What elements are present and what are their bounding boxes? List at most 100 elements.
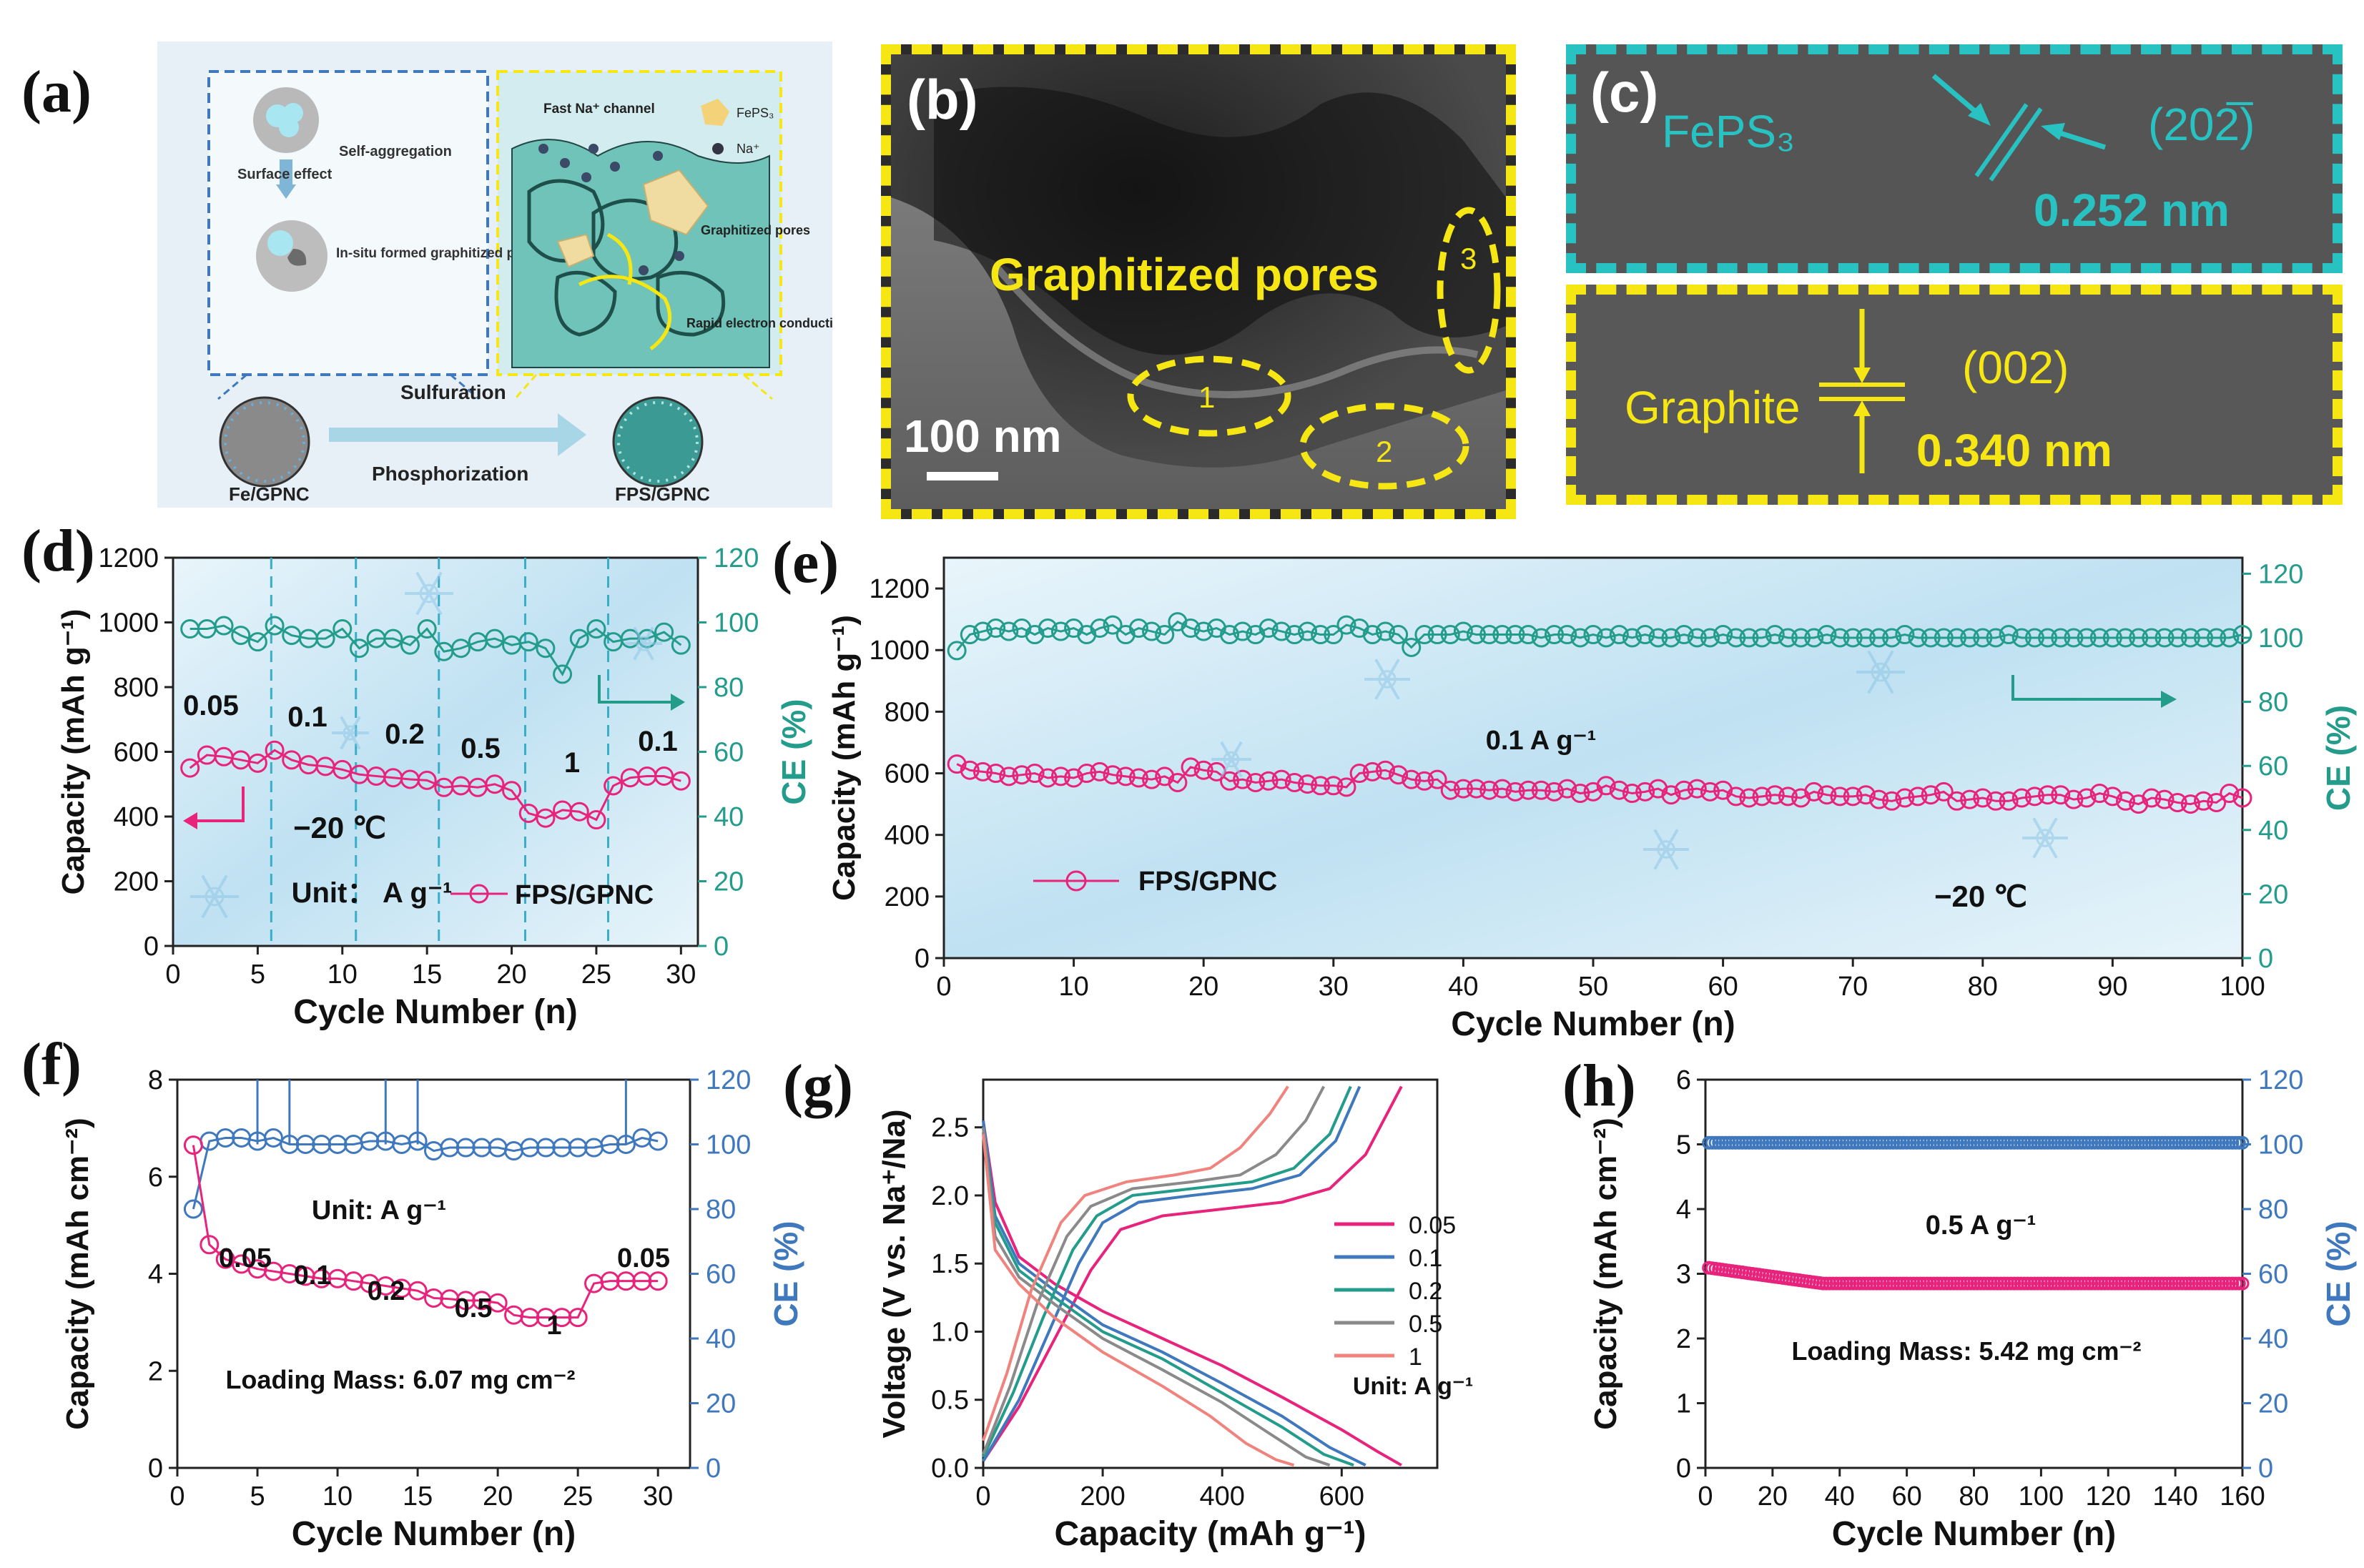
capacity-point (1311, 776, 1331, 796)
panel-label-f: (f) (21, 1031, 82, 1098)
charge-curve (982, 1085, 1403, 1462)
ce-point (568, 1138, 588, 1158)
capacity-point (1869, 789, 1889, 809)
capacity-point (1038, 768, 1058, 788)
capacity-point (2064, 789, 2084, 809)
left-axis-arrow-icon (187, 787, 245, 822)
tem-image-panel: (b) Graphitized pores 1 2 3 100 nm (881, 44, 1516, 519)
ce-point (315, 628, 335, 649)
charge-curve (982, 1085, 1326, 1455)
rate-label: 0.1 (287, 701, 327, 733)
right-axis-arrow-icon (2011, 675, 2167, 701)
ce-point (1492, 625, 1512, 645)
ce-point (2024, 628, 2044, 648)
capacity-point (648, 1271, 668, 1291)
ce-point (1284, 625, 1304, 645)
capacity-point (2051, 785, 2071, 805)
capacity-point (1389, 765, 1409, 785)
y-tick-label: 4 (1676, 1195, 1691, 1225)
ce-point (1882, 628, 1902, 648)
ce-point (1479, 625, 1499, 645)
schematic-drawing: Surface effect Self-aggregation In-situ … (207, 70, 849, 505)
ce-point (1531, 628, 1551, 648)
capacity-point (1090, 761, 1110, 781)
y-tick-label: 0.0 (931, 1454, 969, 1484)
capacity-point (1674, 780, 1694, 800)
y2-tick-label: 120 (2258, 559, 2303, 589)
ce-point (1869, 628, 1889, 648)
capacity-point (200, 1235, 220, 1255)
capacity-point (536, 808, 556, 828)
y-tick-label: 200 (114, 867, 159, 897)
fast-channel-label: Fast Na⁺ channel (543, 102, 655, 117)
capacity-point (417, 770, 437, 790)
ce-point (455, 1138, 476, 1158)
y2-tick-label: 20 (714, 867, 744, 897)
capacity-point (1284, 772, 1304, 792)
capacity-point (960, 760, 980, 780)
capacity-point (502, 781, 522, 801)
ce-point (1609, 625, 1629, 645)
capacity-point (1168, 772, 1188, 792)
ce-point (1739, 628, 1759, 648)
x-tick-label: 15 (412, 960, 442, 990)
scale-bar (927, 472, 998, 480)
ce-point (214, 616, 234, 636)
ce-point (2038, 628, 2058, 648)
chart-g-ylabel: Voltage (V vs. Na⁺/Na) (877, 1109, 912, 1438)
ce-point (1908, 628, 1928, 648)
ce-line (189, 624, 682, 676)
capacity-line (956, 763, 2243, 806)
ce-point (520, 1138, 540, 1158)
x-tick-label: 5 (250, 1481, 265, 1512)
capacity-point (654, 766, 674, 786)
legend-label: FPS/GPNC (1138, 867, 1277, 897)
x-tick-label: 20 (1188, 972, 1218, 1002)
ce-point (552, 1138, 572, 1158)
x-tick-label: 30 (1319, 972, 1349, 1002)
y-tick-label: 8 (148, 1065, 163, 1095)
fepss-crystal-icon (642, 169, 709, 236)
capacity-point (518, 803, 538, 823)
capacity-point (408, 1281, 428, 1301)
y-tick-label: 0.5 (931, 1386, 969, 1416)
capacity-point (1220, 771, 1240, 791)
discharge-curve (982, 1120, 1366, 1466)
y2-tick-label: 20 (2258, 1389, 2288, 1419)
x-tick-label: 400 (1200, 1481, 1245, 1512)
capacity-point (616, 1271, 636, 1291)
ce-point (600, 1135, 620, 1154)
fps-gpnc-sphere-icon (612, 396, 704, 488)
chart-h-group: 0 20 40 60 80 100 120 140 1600123456020406080100… (1588, 1065, 2357, 1553)
ce-point (1661, 628, 1681, 648)
unit-label: Unit: A g⁻¹ (1353, 1373, 1473, 1400)
ce-point (536, 1138, 556, 1158)
ce-point (383, 628, 403, 649)
ce-point (1921, 628, 1941, 648)
ce-point (2089, 628, 2109, 648)
ce-point (1389, 625, 1409, 645)
rate-label: 0.05 (219, 1243, 272, 1273)
capacity-point (1402, 769, 1422, 789)
x-tick-label: 25 (563, 1481, 593, 1512)
capacity-point (1765, 785, 1785, 805)
x-tick-label: 0 (169, 1481, 184, 1512)
snowflake-icon (1364, 659, 1410, 700)
snowflake-icon (190, 874, 239, 919)
ce-point (1986, 628, 2006, 648)
capacity-point (1193, 760, 1213, 780)
capacity-point (2167, 792, 2187, 812)
y2-tick-label: 100 (706, 1130, 751, 1160)
ce-point (2051, 628, 2071, 648)
y2-tick-label: 40 (714, 802, 744, 832)
ce-point (1557, 625, 1577, 645)
x-tick-label: 30 (666, 960, 696, 990)
ce-point (1271, 621, 1291, 641)
pore-label-2: 2 (1376, 435, 1392, 468)
loading-mass-label: Loading Mass: 6.07 mg cm⁻² (225, 1365, 575, 1394)
ce-point (1843, 628, 1863, 648)
arrow-head (671, 694, 685, 711)
ce-point (1570, 628, 1590, 648)
capacity-point (424, 1288, 443, 1308)
